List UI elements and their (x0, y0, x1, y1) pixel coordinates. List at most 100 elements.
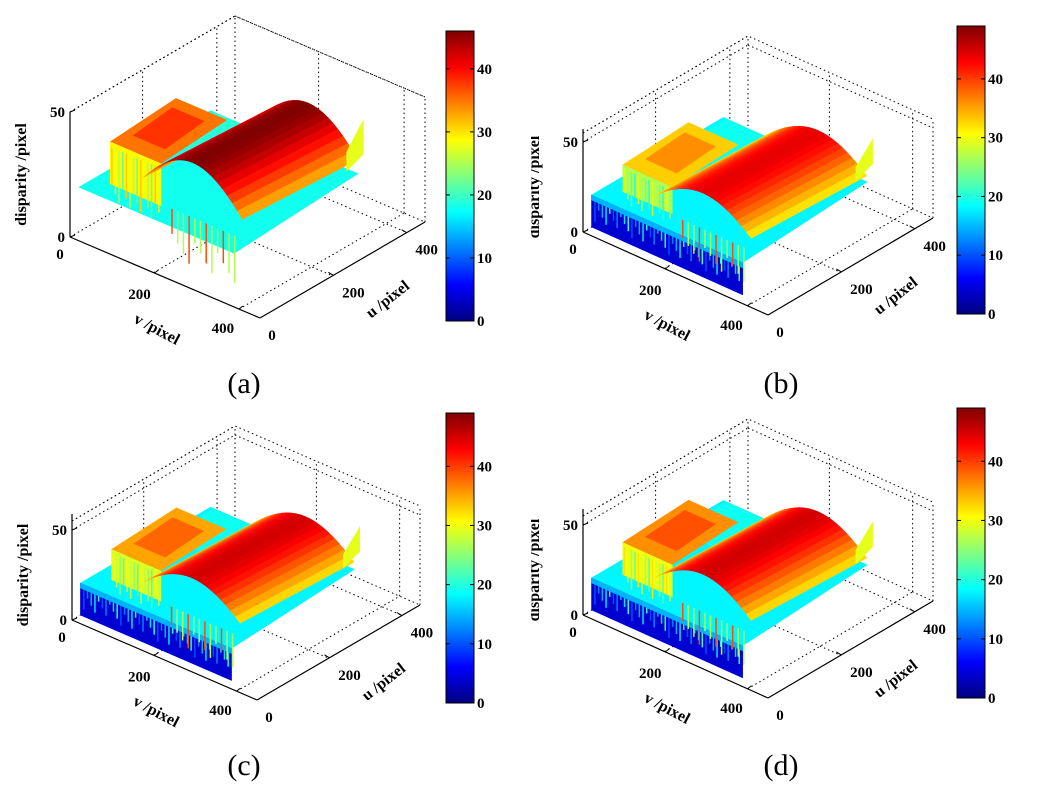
v-tick-label: 400 (209, 703, 232, 719)
arched-roof-strip (746, 551, 868, 621)
right-wing (855, 138, 873, 182)
u-tick-label: 0 (265, 710, 273, 726)
panel-caption: (a) (227, 367, 260, 400)
grid-line (234, 434, 421, 516)
v-tick-label: 400 (720, 701, 743, 717)
colorbar-tick-label: 30 (988, 513, 1003, 529)
u-tick-label: 0 (268, 328, 276, 344)
colorbar-tick-label: 10 (988, 248, 1003, 264)
grid-line (747, 427, 934, 512)
v-axis-label: v /pixel (131, 310, 183, 348)
grid-back-top (69, 15, 426, 113)
v-tick-label: 0 (569, 242, 577, 258)
colorbar-tick-label: 20 (477, 188, 492, 204)
u-tick-label: 200 (850, 282, 873, 298)
colorbar-tick-label: 0 (988, 691, 996, 707)
front-wall (591, 194, 743, 296)
colorbar-tick-label: 40 (477, 62, 492, 78)
v-tick-mark (153, 652, 159, 656)
v-axis (582, 614, 769, 699)
grid-line (582, 427, 749, 526)
colorbar-tick-label: 10 (477, 251, 492, 267)
z-axis-label: disparity /pixel (15, 523, 32, 626)
v-axis-label: v /pixel (641, 690, 693, 728)
u-axis-label: u /pixel (363, 277, 413, 322)
colorbar-tick-label: 0 (988, 307, 996, 323)
v-tick-label: 200 (639, 666, 662, 682)
grid-line (747, 208, 913, 307)
colorbar (445, 412, 475, 704)
colorbar-tick-label: 20 (988, 573, 1003, 589)
grid-line (69, 15, 236, 113)
colorbar-tick-label: 30 (477, 518, 492, 534)
grid-back-top (71, 425, 421, 522)
right-wing (855, 521, 873, 565)
z-tick-label: 0 (58, 230, 66, 246)
panel-caption: (c) (227, 749, 260, 782)
z-tick-label: 50 (563, 518, 578, 534)
z-tick-mark (582, 139, 589, 143)
left-object-inner (132, 107, 205, 150)
u-axis (767, 600, 934, 699)
v-tick-label: 0 (58, 630, 66, 646)
z-tick-mark (582, 229, 589, 233)
u-axis-label: u /pixel (871, 657, 921, 702)
u-tick-mark (324, 654, 330, 659)
grid-line (71, 425, 236, 522)
z-axis-label: disparity /pixel (531, 135, 543, 238)
z-axis-label: disparity /pixel (531, 518, 543, 621)
grid-line (216, 534, 403, 616)
grid-line (142, 194, 333, 277)
colorbar (445, 30, 475, 322)
v-tick-mark (664, 265, 670, 270)
colorbar-tick-label: 30 (477, 125, 492, 141)
u-tick-mark (909, 225, 915, 230)
v-tick-mark (154, 269, 159, 274)
colorbar-tick-label: 40 (988, 72, 1003, 88)
arched-roof-strip (234, 555, 355, 624)
grid-line (234, 15, 426, 98)
v-tick-mark (664, 648, 670, 653)
u-tick-label: 400 (411, 626, 434, 642)
z-tick-label: 0 (60, 613, 68, 629)
colorbar-tick-label: 0 (477, 314, 485, 330)
u-tick-mark (909, 608, 915, 613)
grid-back-top (582, 418, 934, 517)
u-tick-label: 400 (415, 243, 438, 259)
v-tick-mark (238, 305, 244, 310)
colorbar-tick-label: 10 (477, 637, 492, 653)
z-tick-label: 0 (571, 608, 579, 624)
grid-floor-back (234, 140, 426, 223)
surface (80, 506, 361, 681)
u-axis (259, 221, 426, 319)
front-wall (591, 577, 743, 679)
z-tick-mark (69, 109, 76, 113)
v-tick-label: 400 (212, 321, 235, 337)
v-axis (582, 231, 769, 316)
panel-caption: (b) (764, 367, 799, 400)
u-tick-label: 0 (776, 325, 784, 341)
v-tick-label: 0 (56, 247, 64, 263)
z-tick-label: 50 (50, 105, 65, 121)
surface (78, 98, 364, 284)
z-tick-mark (69, 234, 76, 238)
u-tick-label: 400 (923, 622, 946, 638)
panel-a: 0 50 0 200 400 0 200 400 v /pixel u /pixel dispari… (0, 0, 531, 400)
grid-line (582, 35, 749, 134)
right-wing (346, 119, 364, 172)
colorbar (956, 407, 986, 699)
u-axis-label: u /pixel (359, 660, 409, 705)
grid-line (143, 577, 329, 659)
z-tick-mark (71, 617, 78, 621)
panel-caption: (d) (764, 749, 799, 782)
u-tick-label: 400 (923, 239, 946, 255)
u-tick-label: 200 (338, 668, 361, 684)
u-tick-mark (836, 651, 842, 656)
u-tick-mark (396, 612, 403, 616)
z-tick-mark (71, 527, 78, 531)
v-tick-label: 200 (128, 287, 151, 303)
